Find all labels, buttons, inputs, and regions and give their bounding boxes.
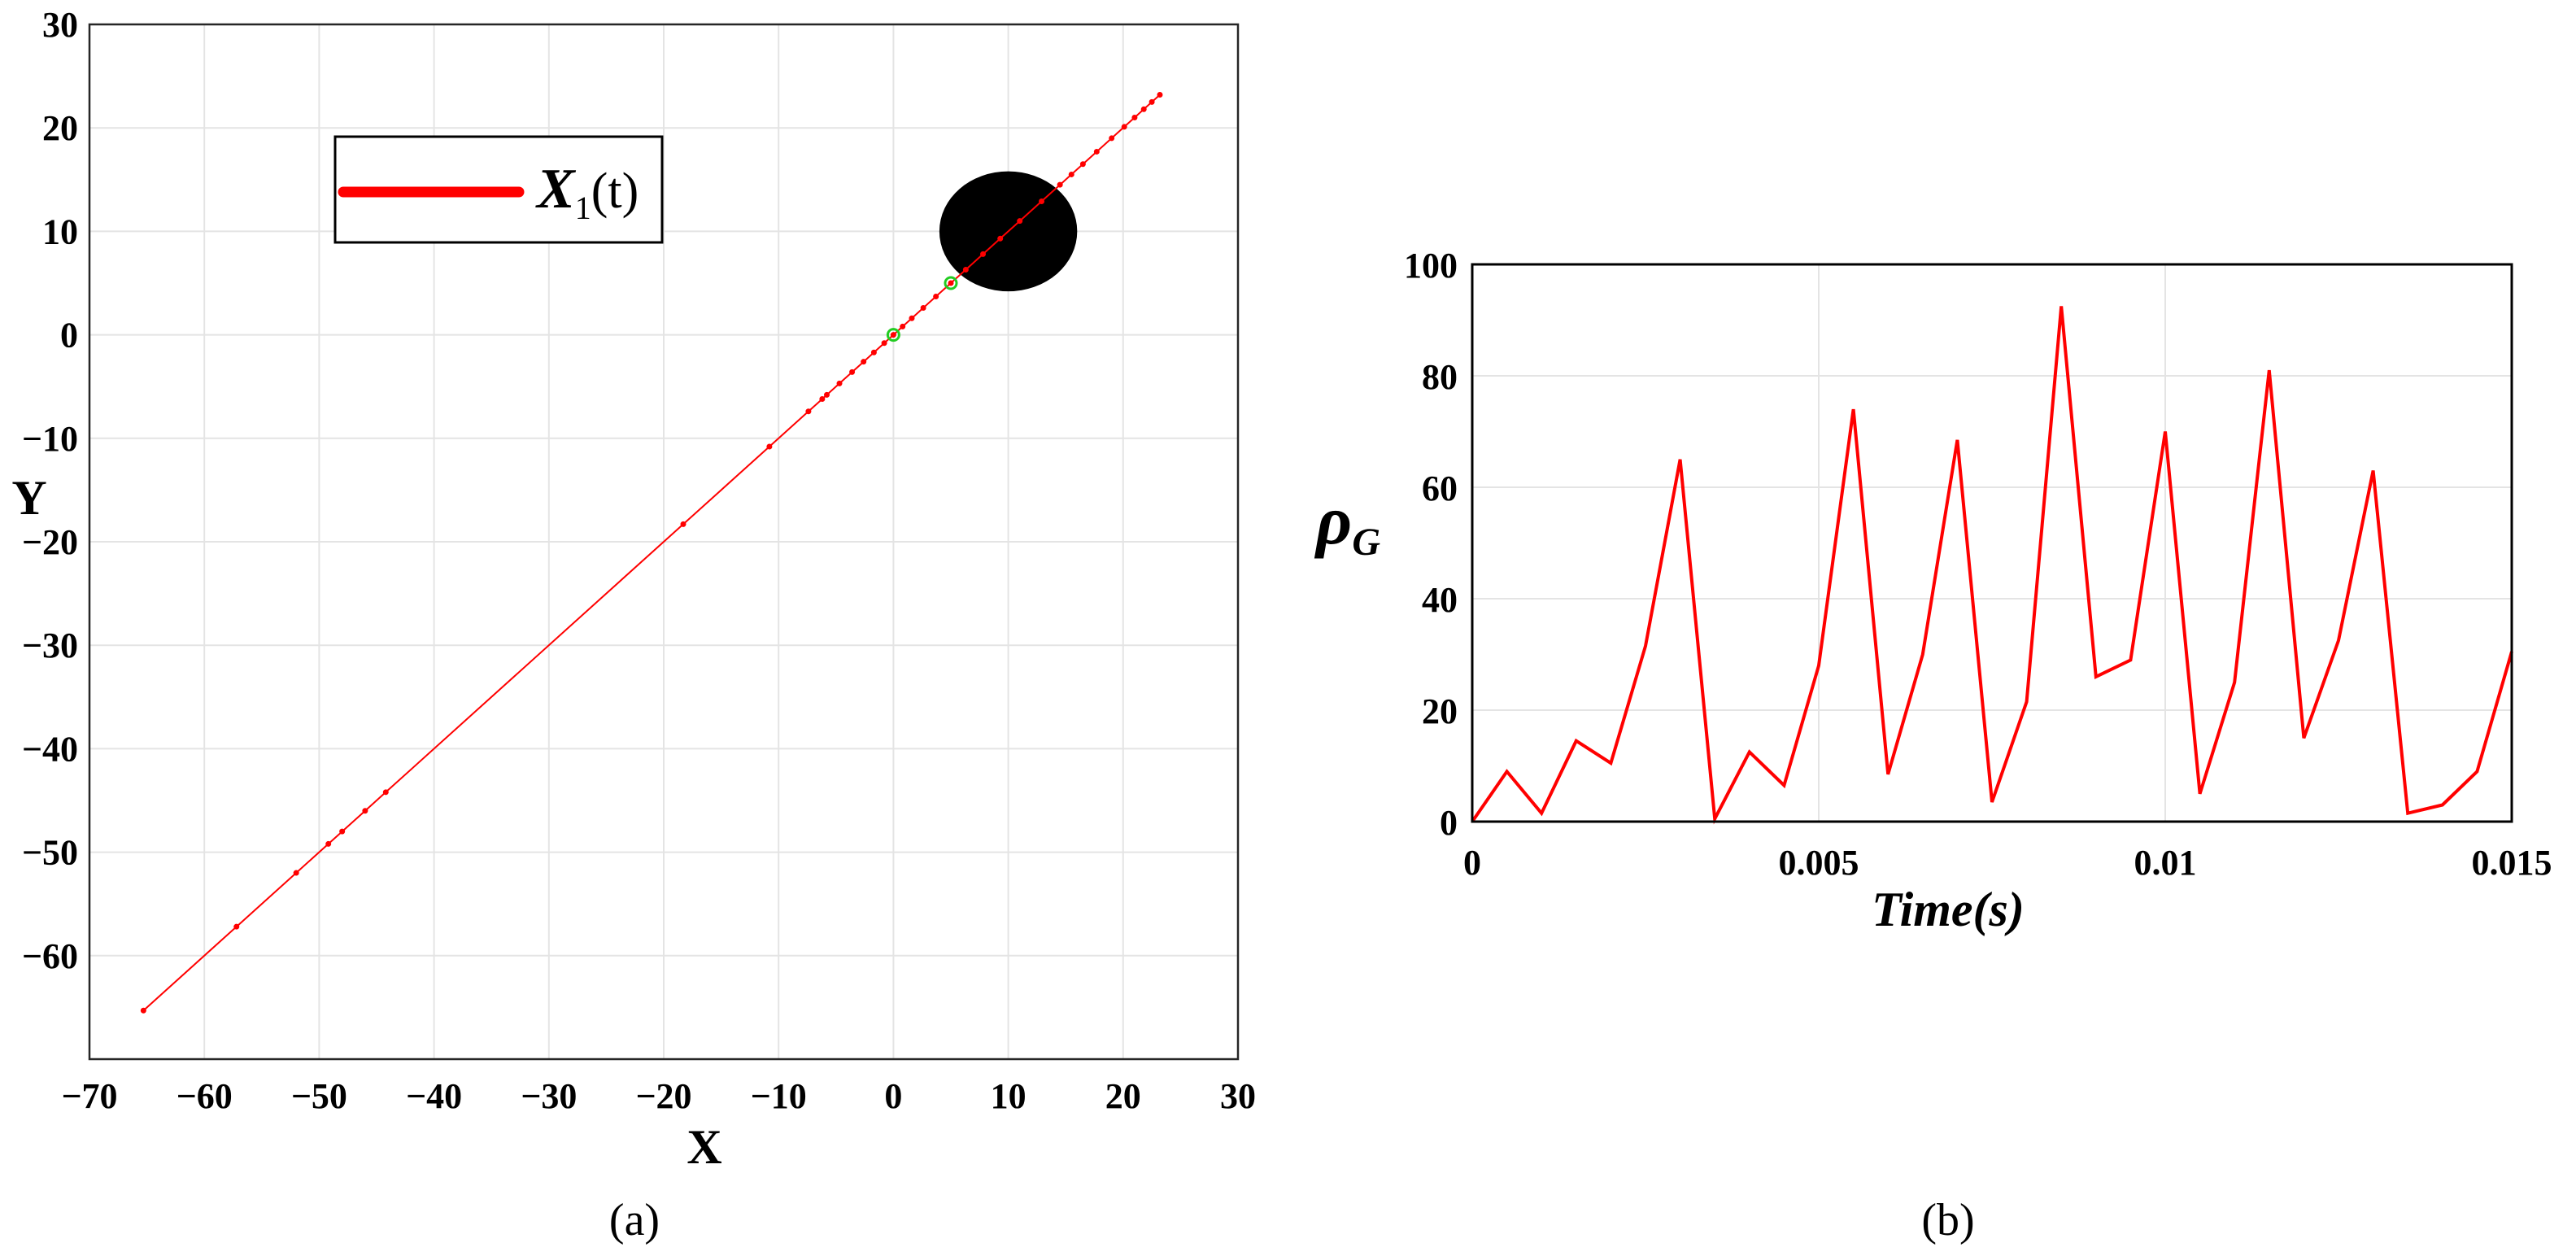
panel-b-x-axis-label: Time(s) [1872, 883, 2025, 936]
panel-a-y-tick-label: −10 [22, 419, 78, 459]
trajectory-point [680, 521, 686, 527]
panel-a-x-tick-label: −40 [406, 1076, 462, 1116]
panel-a-x-tick-label: −30 [521, 1076, 577, 1116]
trajectory-point [1057, 181, 1063, 188]
panel-b-series [1471, 306, 2513, 825]
panel-b-x-tick-label: 0 [1463, 843, 1481, 883]
caption-a: (a) [609, 1195, 660, 1245]
panel-b-y-tick-label: 20 [1422, 691, 1458, 731]
panel-b-y-tick-labels: 0 20 40 60 80 100 [1404, 246, 1458, 843]
trajectory-point [948, 280, 954, 286]
panel-a-trajectory-plot: −70 −60 −50 −40 −30 −20 −10 0 10 20 30 −60 −50 −40 −3… [11, 5, 1256, 1245]
panel-b-y-axis-label: ρG [1314, 481, 1380, 564]
panel-a-y-tick-label: 20 [42, 108, 78, 148]
panel-b-y-tick-label: 40 [1422, 580, 1458, 620]
panel-b-x-tick-label: 0.01 [2134, 843, 2197, 883]
trajectory-point [1149, 98, 1155, 105]
trajectory-point [1017, 218, 1023, 225]
panel-a-y-axis-label: Y [11, 471, 46, 525]
legend-entry-label: X1(t) [535, 158, 639, 226]
panel-a-x-tick-label: −70 [61, 1076, 117, 1116]
trajectory-point [980, 251, 987, 257]
panel-a-x-tick-label: −10 [751, 1076, 807, 1116]
trajectory-point [1109, 135, 1115, 142]
trajectory-point [836, 380, 843, 386]
trajectory-point [890, 332, 896, 338]
trajectory-point [861, 359, 867, 365]
trajectory-point [1140, 106, 1147, 112]
trajectory-point [1157, 91, 1163, 98]
trajectory-point [819, 395, 826, 402]
panel-a-y-tick-label: 30 [42, 5, 78, 45]
trajectory-point [140, 1007, 146, 1014]
panel-b-x-tick-label: 0.005 [1779, 843, 1859, 883]
panel-a-y-tick-label: −20 [22, 522, 78, 562]
trajectory-point [962, 266, 969, 273]
trajectory-point [1093, 148, 1100, 155]
waypoint-marker [886, 328, 900, 342]
trajectory-point [1068, 171, 1074, 177]
panel-a-y-tick-label: 0 [60, 316, 78, 355]
panel-a-x-tick-label: 0 [884, 1076, 902, 1116]
trajectory-line [142, 94, 1161, 1011]
trajectory-point [933, 294, 939, 300]
trajectory-point [293, 870, 299, 876]
trajectory-point [849, 369, 856, 375]
panel-b-y-tick-label: 0 [1440, 803, 1458, 843]
trajectory-point [1039, 198, 1045, 205]
panel-a-y-tick-labels: −60 −50 −40 −30 −20 −10 0 10 20 30 [22, 5, 78, 976]
trajectory-point [1079, 161, 1086, 168]
trajectory-point [382, 789, 389, 796]
panel-b-y-tick-label: 80 [1422, 357, 1458, 397]
trajectory-point [362, 808, 368, 814]
panel-b-y-tick-label: 60 [1422, 469, 1458, 508]
trajectory-point [339, 828, 346, 835]
panel-a-x-tick-label: −50 [291, 1076, 347, 1116]
panel-a-y-tick-label: −30 [22, 626, 78, 665]
panel-a-x-tick-label: −60 [177, 1076, 233, 1116]
trajectory-point [805, 408, 812, 415]
waypoint-marker [944, 276, 958, 290]
panel-a-y-tick-label: −50 [22, 833, 78, 873]
trajectory-point [1131, 114, 1138, 120]
trajectory-point [325, 840, 332, 847]
panel-a-y-tick-label: −40 [22, 729, 78, 769]
panel-a-x-tick-label: 10 [991, 1076, 1026, 1116]
trajectory-point [824, 391, 830, 398]
panel-b-x-tick-label: 0.015 [2472, 843, 2552, 883]
panel-a-x-tick-label: −20 [635, 1076, 691, 1116]
panel-a-y-tick-label: 10 [42, 212, 78, 251]
panel-a-x-tick-labels: −70 −60 −50 −40 −30 −20 −10 0 10 20 30 [61, 1076, 1256, 1116]
trajectory-point [900, 323, 906, 329]
panel-a-y-tick-label: −60 [22, 936, 78, 976]
trajectory-point [997, 235, 1004, 242]
trajectory-point [233, 923, 240, 930]
trajectory-point [909, 315, 915, 321]
trajectory-point [766, 443, 773, 450]
panel-a-x-axis-label: X [686, 1120, 721, 1174]
rho-g-line [1471, 306, 2513, 825]
panel-a-series [142, 94, 1161, 1011]
panel-a-plot-frame [88, 23, 1240, 1061]
panel-b-plot-frame [1471, 263, 2513, 823]
panel-a-green-markers [886, 276, 958, 342]
trajectory-point [920, 305, 926, 312]
caption-b: (b) [1921, 1195, 1974, 1245]
panel-b-y-tick-label: 100 [1404, 246, 1458, 286]
panel-b-x-tick-labels: 0 0.005 0.01 0.015 [1463, 843, 2552, 883]
panel-b-horizontal-gridlines [1472, 264, 2512, 822]
panel-b-vertical-gridlines [1471, 264, 2513, 822]
panel-a-x-tick-label: 20 [1105, 1076, 1141, 1116]
trajectory-point [1121, 124, 1127, 130]
panel-a-sample-points [140, 91, 1163, 1014]
panel-a-x-tick-label: 30 [1220, 1076, 1256, 1116]
panel-a-legend: X1(t) [333, 135, 664, 244]
trajectory-point [881, 340, 887, 347]
trajectory-point [870, 349, 877, 355]
